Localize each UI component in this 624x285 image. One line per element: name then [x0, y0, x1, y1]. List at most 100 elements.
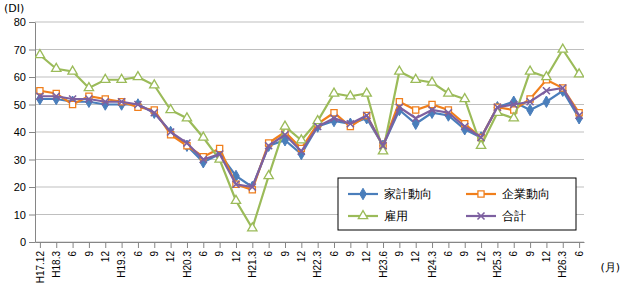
x-tick: 9 [280, 242, 291, 257]
series-marker [413, 107, 419, 113]
x-tick-label: 6 [574, 251, 585, 257]
series-marker [576, 112, 583, 119]
x-tick: H22.3 [312, 242, 323, 278]
y-tick: 40 [14, 126, 35, 138]
x-tick: 9 [394, 242, 405, 257]
series-marker [298, 148, 305, 155]
x-tick-label: 9 [394, 251, 405, 257]
series-marker [427, 77, 436, 85]
series-marker [429, 106, 436, 113]
series-marker [574, 69, 583, 77]
x-tick-label: 12 [296, 251, 307, 263]
series-marker [117, 74, 126, 82]
series-marker [68, 66, 77, 74]
x-tick-label: H24.3 [427, 251, 438, 278]
x-tick-label: 9 [345, 251, 356, 257]
x-tick: 6 [67, 242, 78, 257]
x-tick: H23.6 [378, 242, 389, 278]
x-tick-mark [269, 242, 270, 248]
x-tick-label: 12 [231, 251, 242, 263]
grid-line [35, 49, 584, 50]
series-marker [396, 99, 402, 105]
x-tick-mark [171, 242, 172, 248]
x-tick-label: 9 [459, 251, 470, 257]
x-tick: 12 [165, 242, 176, 262]
x-tick-mark [530, 242, 531, 248]
y-tick: 50 [14, 99, 35, 111]
series-marker [249, 183, 256, 190]
series-marker [363, 112, 370, 119]
x-tick-mark [514, 242, 515, 248]
x-tick-mark [383, 242, 384, 248]
x-tick-mark [138, 242, 139, 248]
x-tick-label: 12 [541, 251, 552, 263]
legend-marker [477, 212, 484, 219]
x-tick-label: 12 [410, 251, 421, 263]
y-axis-title: (DI) [4, 2, 24, 15]
x-tick-mark [465, 242, 466, 248]
series-marker [102, 98, 109, 105]
x-tick-mark [220, 242, 221, 248]
x-tick-label: H23.6 [378, 251, 389, 278]
series-marker [461, 123, 468, 130]
series-marker [460, 94, 469, 102]
series-marker [525, 66, 534, 74]
x-tick-mark [497, 242, 498, 248]
series-marker [527, 98, 534, 105]
x-tick-label: 12 [100, 251, 111, 263]
series-line [40, 88, 579, 187]
series-marker [134, 101, 141, 108]
x-tick-label: 6 [443, 251, 454, 257]
series-marker [281, 131, 288, 138]
x-tick-mark [73, 242, 74, 248]
y-tick-mark [29, 105, 35, 106]
x-tick-mark [285, 242, 286, 248]
x-tick-mark [187, 242, 188, 248]
x-tick-mark [579, 242, 580, 248]
x-tick: 12 [231, 242, 242, 262]
x-tick-mark [89, 242, 90, 248]
x-tick-mark [546, 242, 547, 248]
series-marker [542, 72, 551, 80]
x-tick: H25.3 [492, 242, 503, 278]
grid-line [35, 242, 584, 243]
series-marker [133, 72, 142, 80]
y-tick: 10 [14, 209, 35, 221]
series-marker [167, 128, 174, 135]
y-tick-label: 70 [14, 44, 26, 56]
series-marker [412, 115, 419, 122]
y-tick: 30 [14, 154, 35, 166]
x-tick-label: 9 [149, 251, 160, 257]
series-marker [35, 50, 44, 58]
series-marker [37, 88, 43, 94]
x-tick-label: H21.3 [247, 251, 258, 278]
series-marker [313, 116, 322, 124]
x-tick: H21.3 [247, 242, 258, 278]
series-marker [69, 95, 76, 102]
y-tick-mark [29, 132, 35, 133]
x-tick-label: 12 [165, 251, 176, 263]
grid [35, 22, 584, 242]
x-tick-mark [367, 242, 368, 248]
x-tick: 6 [508, 242, 519, 257]
plot-area: 01020304050607080H17.12H18.36912H19.3691… [14, 16, 585, 283]
series-marker [231, 195, 240, 203]
x-tick: 9 [525, 242, 536, 257]
series-marker [411, 74, 420, 82]
x-tick-label: 12 [361, 251, 372, 263]
series-marker [232, 181, 239, 188]
y-tick-label: 50 [14, 99, 26, 111]
y-axis: 01020304050607080 [14, 16, 36, 248]
x-tick-label: 6 [67, 251, 78, 257]
x-tick-label: 6 [133, 251, 144, 257]
series-marker [380, 142, 387, 149]
series-marker [559, 84, 566, 91]
x-tick: H24.3 [427, 242, 438, 278]
legend-marker [358, 211, 367, 219]
legend-entry: 企業動向 [466, 187, 550, 201]
series-marker [101, 74, 110, 82]
y-tick-label: 0 [20, 236, 26, 248]
y-tick: 70 [14, 44, 35, 56]
x-tick-mark [399, 242, 400, 248]
x-tick-mark [350, 242, 351, 248]
